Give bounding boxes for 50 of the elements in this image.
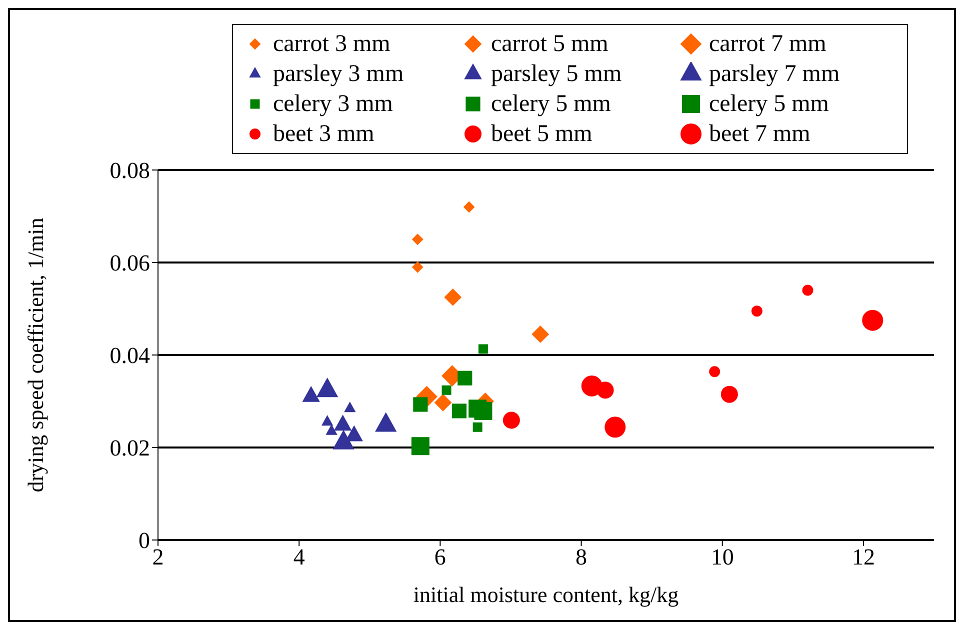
- legend-label: parsley 7 mm: [709, 60, 840, 89]
- x-tick-label: 12: [852, 544, 875, 570]
- legend-label: beet 3 mm: [273, 120, 374, 149]
- y-tick-label: 0.02: [110, 436, 150, 461]
- legend-label: parsley 3 mm: [273, 60, 404, 89]
- legend-label: beet 5 mm: [491, 120, 592, 149]
- point: [344, 402, 356, 412]
- legend-label: celery 3 mm: [273, 90, 393, 119]
- point: [326, 424, 338, 435]
- point: [502, 412, 520, 429]
- y-tick-label: 0.06: [110, 250, 150, 276]
- point: [581, 375, 602, 396]
- point: [472, 422, 482, 432]
- x-tick-label: 4: [293, 544, 306, 570]
- point: [709, 366, 720, 378]
- point: [464, 202, 475, 212]
- legend-label: carrot 5 mm: [491, 30, 608, 59]
- legend-label: carrot 7 mm: [709, 30, 826, 59]
- point: [442, 385, 452, 395]
- y-tick-label: 0: [138, 528, 150, 554]
- x-tick-label: 2: [152, 544, 164, 570]
- point: [532, 326, 549, 343]
- point: [412, 262, 424, 273]
- point: [412, 234, 424, 245]
- x-tick-label: 6: [434, 544, 446, 570]
- point: [434, 394, 452, 412]
- point: [478, 344, 488, 354]
- legend-label: parsley 5 mm: [491, 60, 622, 89]
- point: [458, 370, 472, 386]
- y-tick-label: 0.04: [110, 343, 150, 368]
- legend-label: celery 5 mm: [491, 90, 611, 119]
- point: [720, 386, 738, 403]
- point: [452, 404, 467, 418]
- point: [802, 284, 814, 296]
- x-tick-label: 8: [576, 544, 588, 570]
- point: [751, 306, 762, 317]
- legend-label: carrot 3 mm: [273, 30, 390, 59]
- point: [411, 437, 430, 456]
- point: [862, 310, 884, 331]
- point: [413, 397, 428, 412]
- y-tick-label: 0.08: [110, 158, 150, 184]
- y-axis-title: drying speed coefficient, 1/min: [22, 218, 48, 492]
- point: [322, 416, 333, 426]
- x-axis-title: initial moisture content, kg/kg: [413, 582, 679, 607]
- point: [474, 402, 492, 420]
- point: [604, 416, 626, 438]
- point: [444, 288, 462, 306]
- legend-label: beet 7 mm: [709, 120, 810, 149]
- x-tick-label: 10: [710, 544, 734, 570]
- legend-label: celery 5 mm: [709, 90, 829, 119]
